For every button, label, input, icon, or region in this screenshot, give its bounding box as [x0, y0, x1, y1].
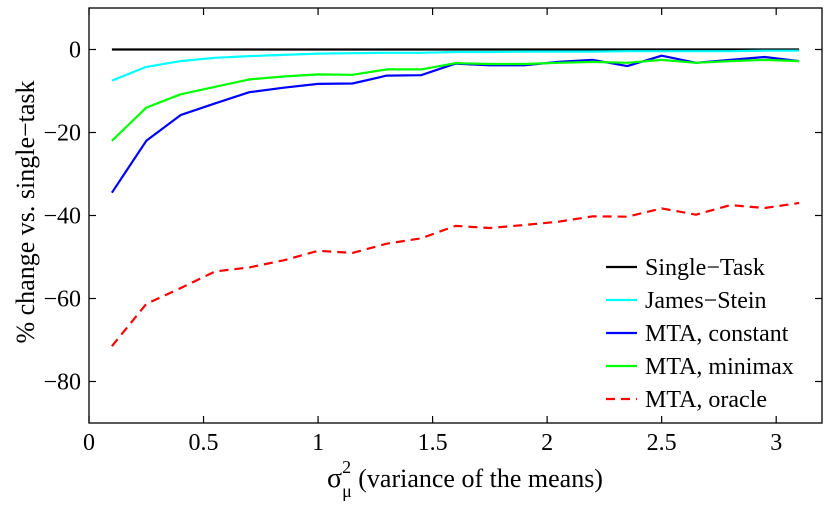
legend-label-mta-minimax: MTA, minimax	[645, 354, 794, 380]
legend-label-mta-oracle: MTA, oracle	[645, 387, 767, 413]
series-line-james-stein	[111, 49, 800, 82]
x-axis-title-text: (variance of the means)	[352, 464, 603, 493]
plot-lines	[110, 48, 800, 347]
x-tick-label: 0	[83, 430, 95, 456]
x-tick-label: 0.5	[189, 430, 219, 456]
x-tick-label: 2.5	[647, 430, 677, 456]
legend: Single−Task James−Stein MTA, constant MTA, …	[606, 255, 794, 413]
y-axis-title: % change vs. single−task	[11, 80, 40, 343]
x-axis-title-symbol: σ	[327, 463, 342, 494]
legend-label-mta-constant: MTA, constant	[645, 321, 789, 347]
x-tick-label: 3	[770, 430, 782, 456]
x-axis-title-subscript: μ	[342, 481, 352, 501]
x-tick-label: 1	[312, 430, 324, 456]
axis-tick-labels: 0 0.5 1 1.5 2 2.5 3 0 −20 −40 −60 −80	[43, 38, 782, 457]
y-tick-label: −80	[43, 370, 81, 396]
x-axis-title: σ2 μ (variance of the means)	[327, 457, 603, 501]
x-axis-title-superscript: 2	[342, 457, 351, 477]
y-tick-label: 0	[69, 38, 81, 64]
y-tick-label: −20	[43, 121, 81, 147]
legend-label-james-stein: James−Stein	[645, 288, 767, 314]
x-tick-label: 2	[541, 430, 553, 456]
series-line-mta-constant	[110, 54, 800, 194]
series-line-mta-oracle	[111, 201, 800, 347]
y-tick-label: −40	[43, 204, 81, 230]
y-tick-label: −60	[43, 287, 81, 313]
axis-ticks	[88, 8, 822, 423]
series-line-mta-minimax	[111, 58, 800, 142]
x-tick-label: 1.5	[418, 430, 448, 456]
legend-label-single-task: Single−Task	[645, 255, 765, 281]
